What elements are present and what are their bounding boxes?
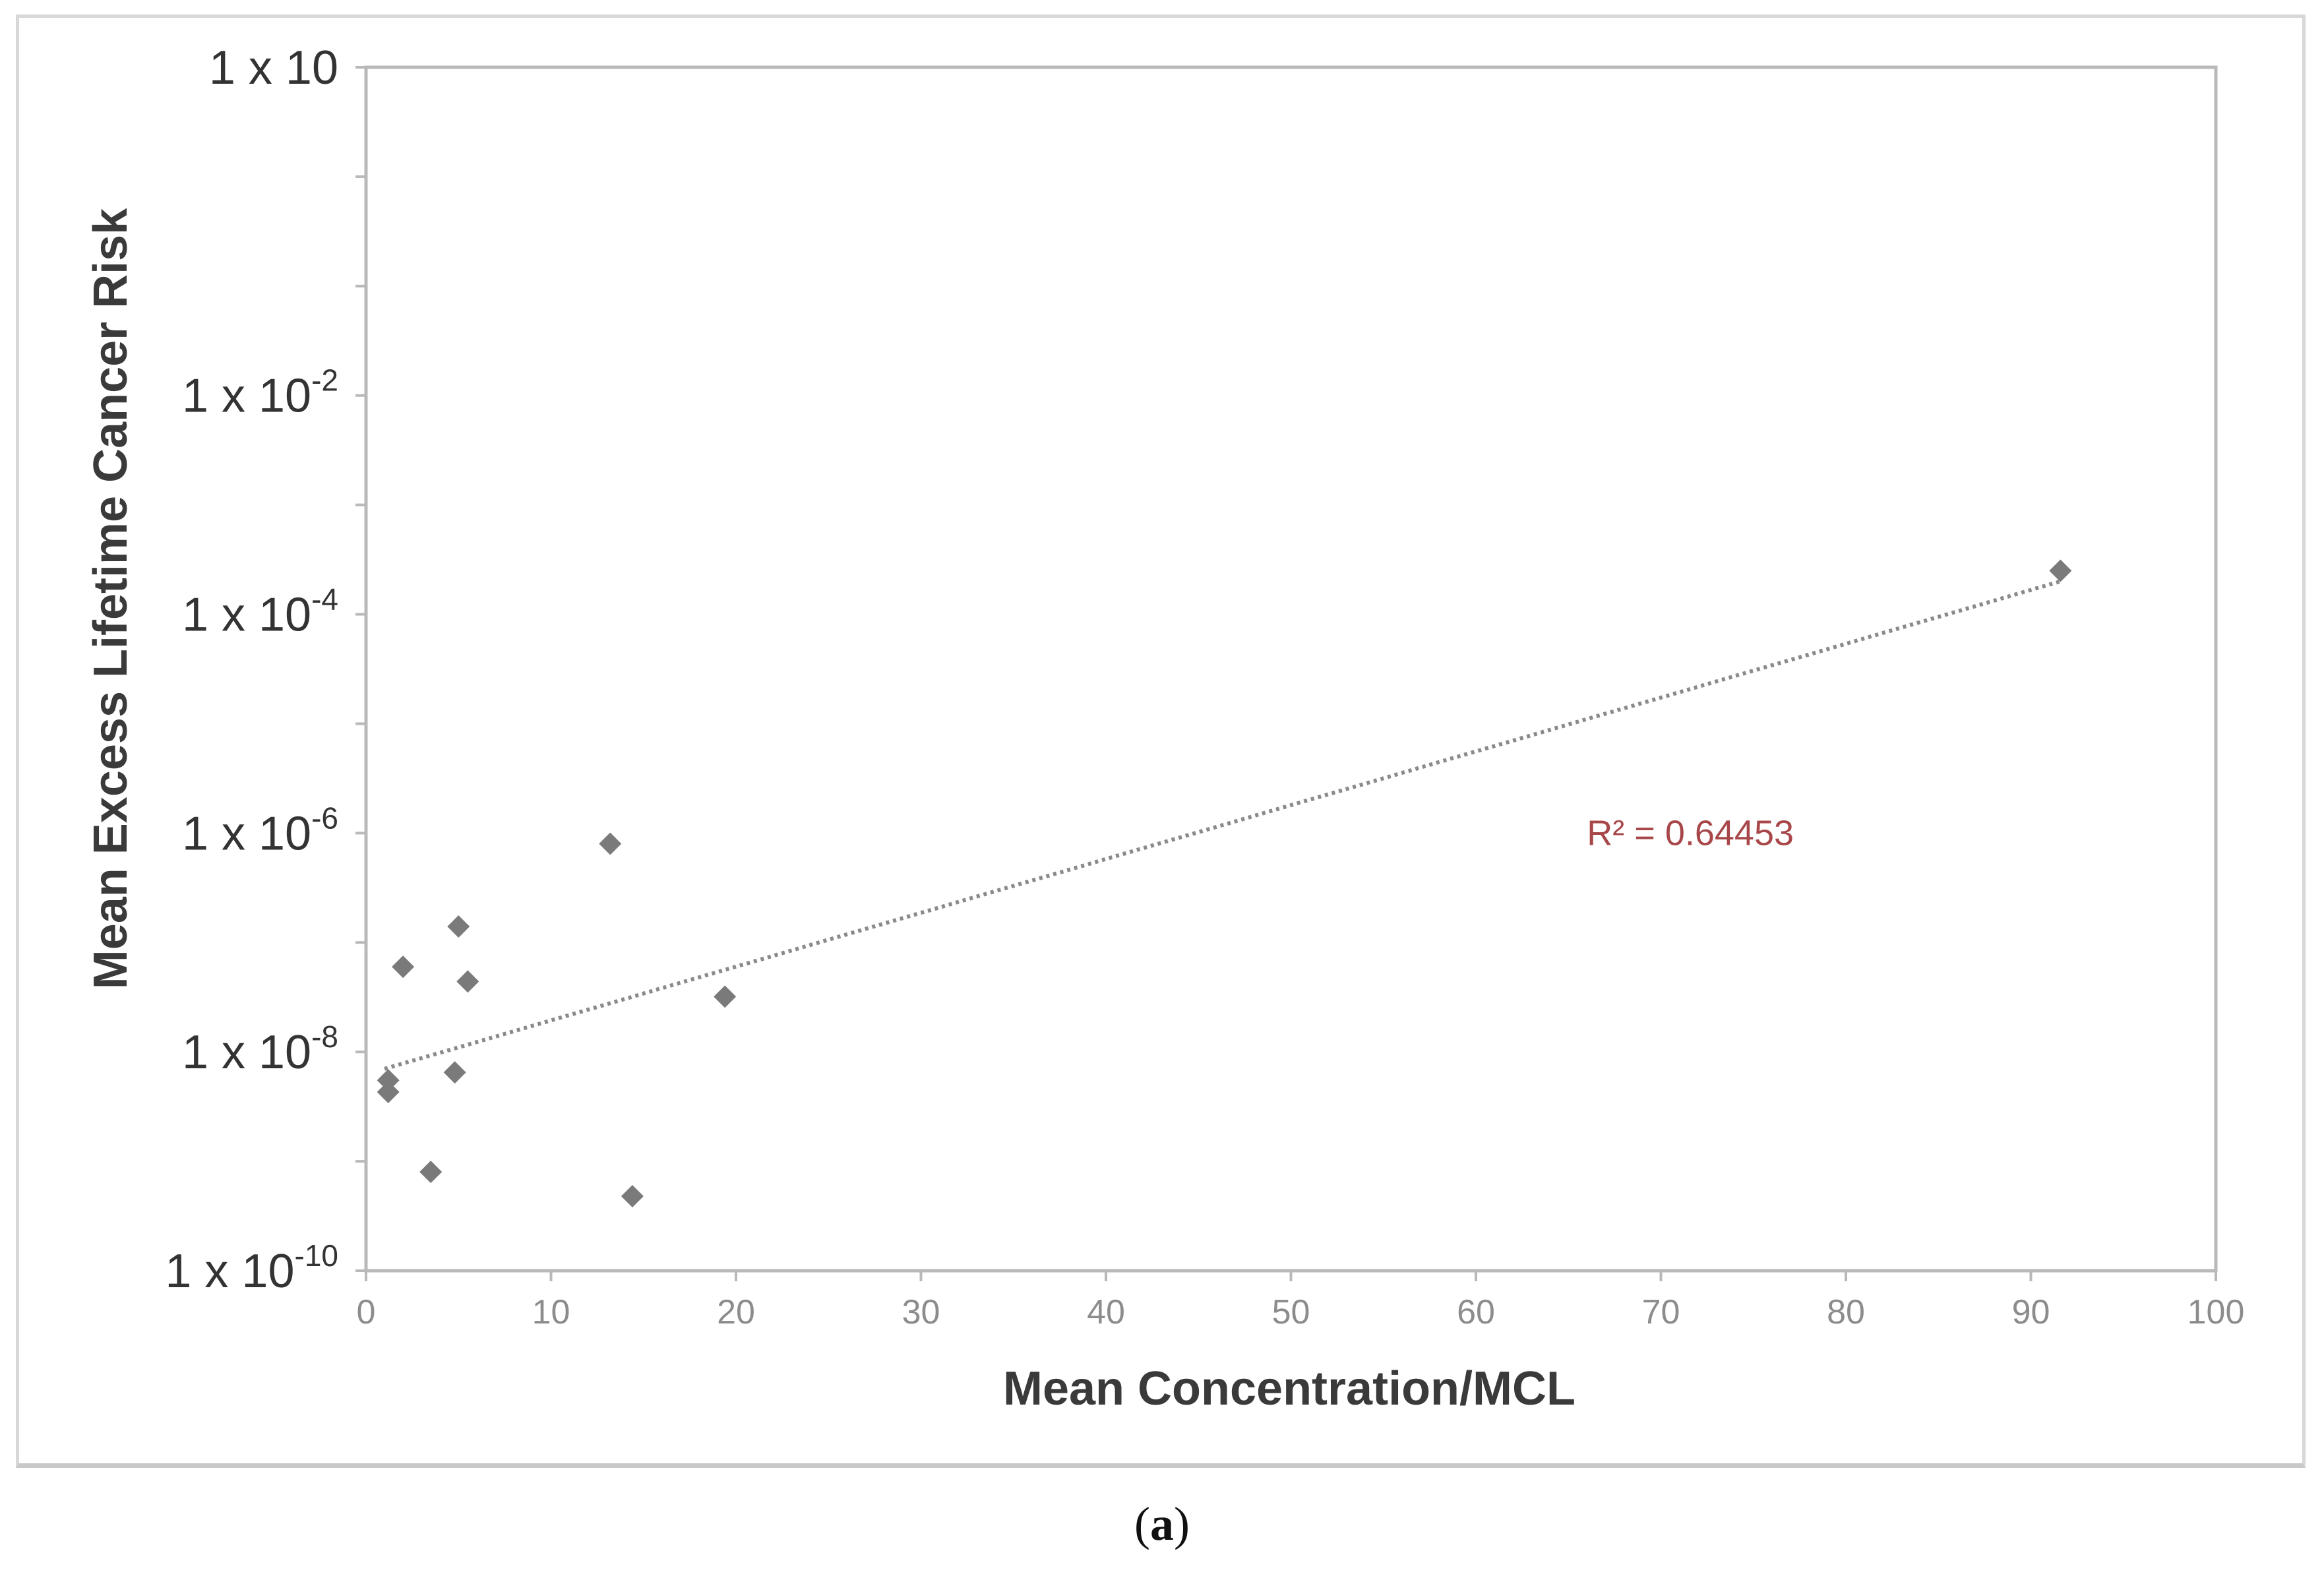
data-point xyxy=(443,1061,466,1084)
x-tick-label: 30 xyxy=(902,1293,940,1331)
y-tick-label: 1 x 10-10 xyxy=(165,1238,338,1298)
axes xyxy=(355,65,2218,1281)
data-point xyxy=(456,970,479,993)
x-tick-labels: 0 10 20 30 40 50 60 70 80 90 100 xyxy=(357,1293,2245,1331)
data-point xyxy=(377,1080,400,1103)
y-tick-label: 1 x 10-4 xyxy=(182,582,338,642)
data-point xyxy=(621,1184,644,1207)
x-tick-label: 100 xyxy=(2187,1293,2245,1331)
data-point xyxy=(419,1161,443,1184)
y-tick-label: 1 x 10-8 xyxy=(182,1019,338,1079)
trendline xyxy=(384,579,2062,1071)
x-tick-label: 0 xyxy=(357,1293,376,1331)
x-tick-label: 90 xyxy=(2012,1293,2050,1331)
x-axis-label: Mean Concentration/MCL xyxy=(1003,1362,1575,1415)
x-tick-label: 10 xyxy=(532,1293,570,1331)
data-point xyxy=(599,832,622,855)
data-point xyxy=(2049,559,2072,582)
x-tick-label: 20 xyxy=(717,1293,755,1331)
panel-open-paren: ( xyxy=(1134,1498,1150,1550)
y-tick-label: 1 x 10 xyxy=(209,42,338,94)
x-tick-label: 40 xyxy=(1087,1293,1125,1331)
data-points xyxy=(377,559,2072,1207)
panel-label: (a) xyxy=(0,1497,2324,1552)
chart-frame xyxy=(16,15,2306,1468)
panel-letter: a xyxy=(1150,1498,1174,1550)
y-tick-label: 1 x 10-6 xyxy=(182,801,338,860)
x-tick-label: 60 xyxy=(1457,1293,1495,1331)
data-point xyxy=(377,1069,400,1092)
panel-close-paren: ) xyxy=(1174,1498,1190,1550)
data-point xyxy=(714,985,737,1008)
data-point xyxy=(447,915,470,938)
trendline-path xyxy=(384,579,2062,1071)
y-tick-labels: 1 x 10 1 x 10-2 1 x 10-4 1 x 10-6 1 x 10-8 1 … xyxy=(165,42,338,1298)
y-tick-label: 1 x 10-2 xyxy=(182,363,338,423)
x-tick-label: 70 xyxy=(1642,1293,1680,1331)
y-axis-label: Mean Excess Lifetime Cancer Risk xyxy=(84,208,137,990)
x-tick-label: 80 xyxy=(1827,1293,1865,1331)
x-tick-label: 50 xyxy=(1272,1293,1310,1331)
data-point xyxy=(392,956,415,979)
r-squared-annotation: R² = 0.64453 xyxy=(1587,813,1794,853)
plot-area-border xyxy=(364,65,2218,1273)
